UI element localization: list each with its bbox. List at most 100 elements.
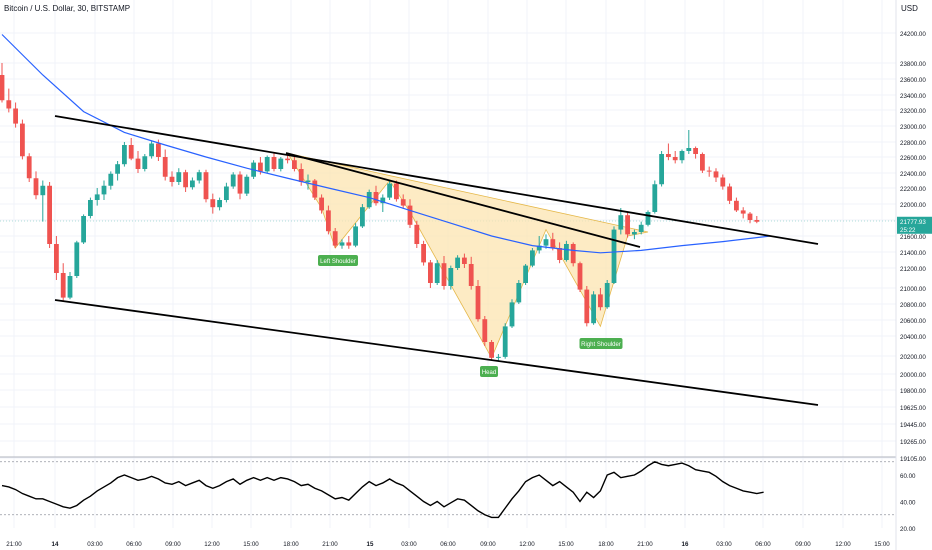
candle xyxy=(720,174,726,190)
candle xyxy=(672,151,678,164)
price-tick-label: 20200.00 xyxy=(900,354,926,361)
candle xyxy=(47,182,52,248)
time-tick-label: 18:00 xyxy=(598,541,614,548)
price-tick-label: 21000.00 xyxy=(900,286,926,293)
trendlines[interactable] xyxy=(54,115,819,406)
candlestick-series xyxy=(0,63,760,361)
last-price-value: 21777.93 xyxy=(900,219,926,226)
price-tick-label: 23400.00 xyxy=(900,93,926,100)
candle-body xyxy=(645,212,651,225)
time-tick-label: 09:00 xyxy=(480,541,496,548)
right-shoulder-label-text: Right Shoulder xyxy=(581,342,621,348)
candle xyxy=(292,155,297,172)
candle-body xyxy=(135,158,141,169)
lower-trendline xyxy=(54,299,819,406)
time-tick-label: 12:00 xyxy=(519,541,535,548)
candle xyxy=(81,214,86,244)
moving-average-line xyxy=(1,34,771,254)
candle-body xyxy=(149,143,154,157)
candle-body xyxy=(305,180,311,182)
candle-body xyxy=(54,244,59,273)
candle xyxy=(387,180,392,200)
candle-body xyxy=(128,145,134,159)
candle-body xyxy=(496,356,501,358)
candle-body xyxy=(577,263,583,290)
candle xyxy=(414,220,420,248)
candle-body xyxy=(407,205,413,225)
candle xyxy=(747,212,753,224)
price-tick-label: 19800.00 xyxy=(900,388,926,395)
candle-body xyxy=(332,231,338,246)
price-tick-label: 21600.00 xyxy=(900,234,926,241)
candle-body xyxy=(169,176,175,182)
candle-body xyxy=(285,158,290,161)
candle-body xyxy=(482,319,488,342)
candle xyxy=(40,180,46,222)
candle-body xyxy=(543,239,549,246)
currency-label: USD xyxy=(901,4,918,13)
candle-body xyxy=(13,108,18,124)
rsi-tick-label: 20.00 xyxy=(900,526,916,533)
candle-body xyxy=(60,273,66,298)
last-price-badge-bg xyxy=(897,216,932,234)
left-shoulder-label-text: Left Shoulder xyxy=(320,259,356,265)
candle-body xyxy=(366,192,372,208)
candle-body xyxy=(81,216,86,243)
candle-body xyxy=(224,186,229,200)
candle-body xyxy=(217,200,222,208)
candle xyxy=(346,236,352,249)
last-price-countdown: 25:22 xyxy=(900,227,916,234)
candle xyxy=(591,291,596,325)
candle-body xyxy=(502,326,508,357)
candle xyxy=(700,152,705,173)
candle xyxy=(638,221,644,235)
neckline xyxy=(285,152,641,248)
candle xyxy=(271,152,277,172)
price-tick-label: 19625.00 xyxy=(900,405,926,412)
candle xyxy=(74,240,80,278)
candle-body xyxy=(700,154,705,171)
time-tick-label: 09:00 xyxy=(165,541,181,548)
candle xyxy=(400,194,406,209)
candle xyxy=(169,171,175,187)
candle xyxy=(604,280,610,309)
time-tick-label: 12:00 xyxy=(204,541,220,548)
candle xyxy=(373,185,379,206)
time-tick-label: 12:00 xyxy=(835,541,851,548)
candle xyxy=(482,316,488,346)
candle-body xyxy=(666,154,671,157)
candle-body xyxy=(346,242,352,246)
price-tick-label: 19265.00 xyxy=(900,439,926,446)
candle xyxy=(468,256,474,290)
candle xyxy=(652,180,658,214)
candle xyxy=(557,242,562,264)
candle-body xyxy=(162,157,168,177)
time-tick-label: 06:00 xyxy=(440,541,456,548)
candle xyxy=(686,130,692,154)
candle xyxy=(516,280,522,304)
candle-body xyxy=(115,164,120,174)
candle-body xyxy=(598,294,603,308)
candle-body xyxy=(0,75,5,101)
candle xyxy=(509,299,515,328)
pattern-labels: Left Shoulder Head Right Shoulder xyxy=(318,255,623,377)
candle-body xyxy=(210,199,216,208)
candle-body xyxy=(550,239,556,248)
candle-body xyxy=(6,100,12,109)
candle-body xyxy=(298,169,304,182)
time-tick-label: 09:00 xyxy=(795,541,811,548)
candle-body xyxy=(258,162,263,172)
candle-body xyxy=(570,244,576,264)
candle-body xyxy=(584,289,590,324)
candle xyxy=(122,142,127,167)
candle-body xyxy=(94,194,100,200)
candle xyxy=(196,169,202,184)
candle-body xyxy=(455,257,460,268)
candle-body xyxy=(203,172,209,200)
candle xyxy=(190,177,195,190)
candle-body xyxy=(244,176,250,194)
candle xyxy=(462,253,467,268)
candle xyxy=(713,168,719,182)
candle xyxy=(6,88,12,113)
